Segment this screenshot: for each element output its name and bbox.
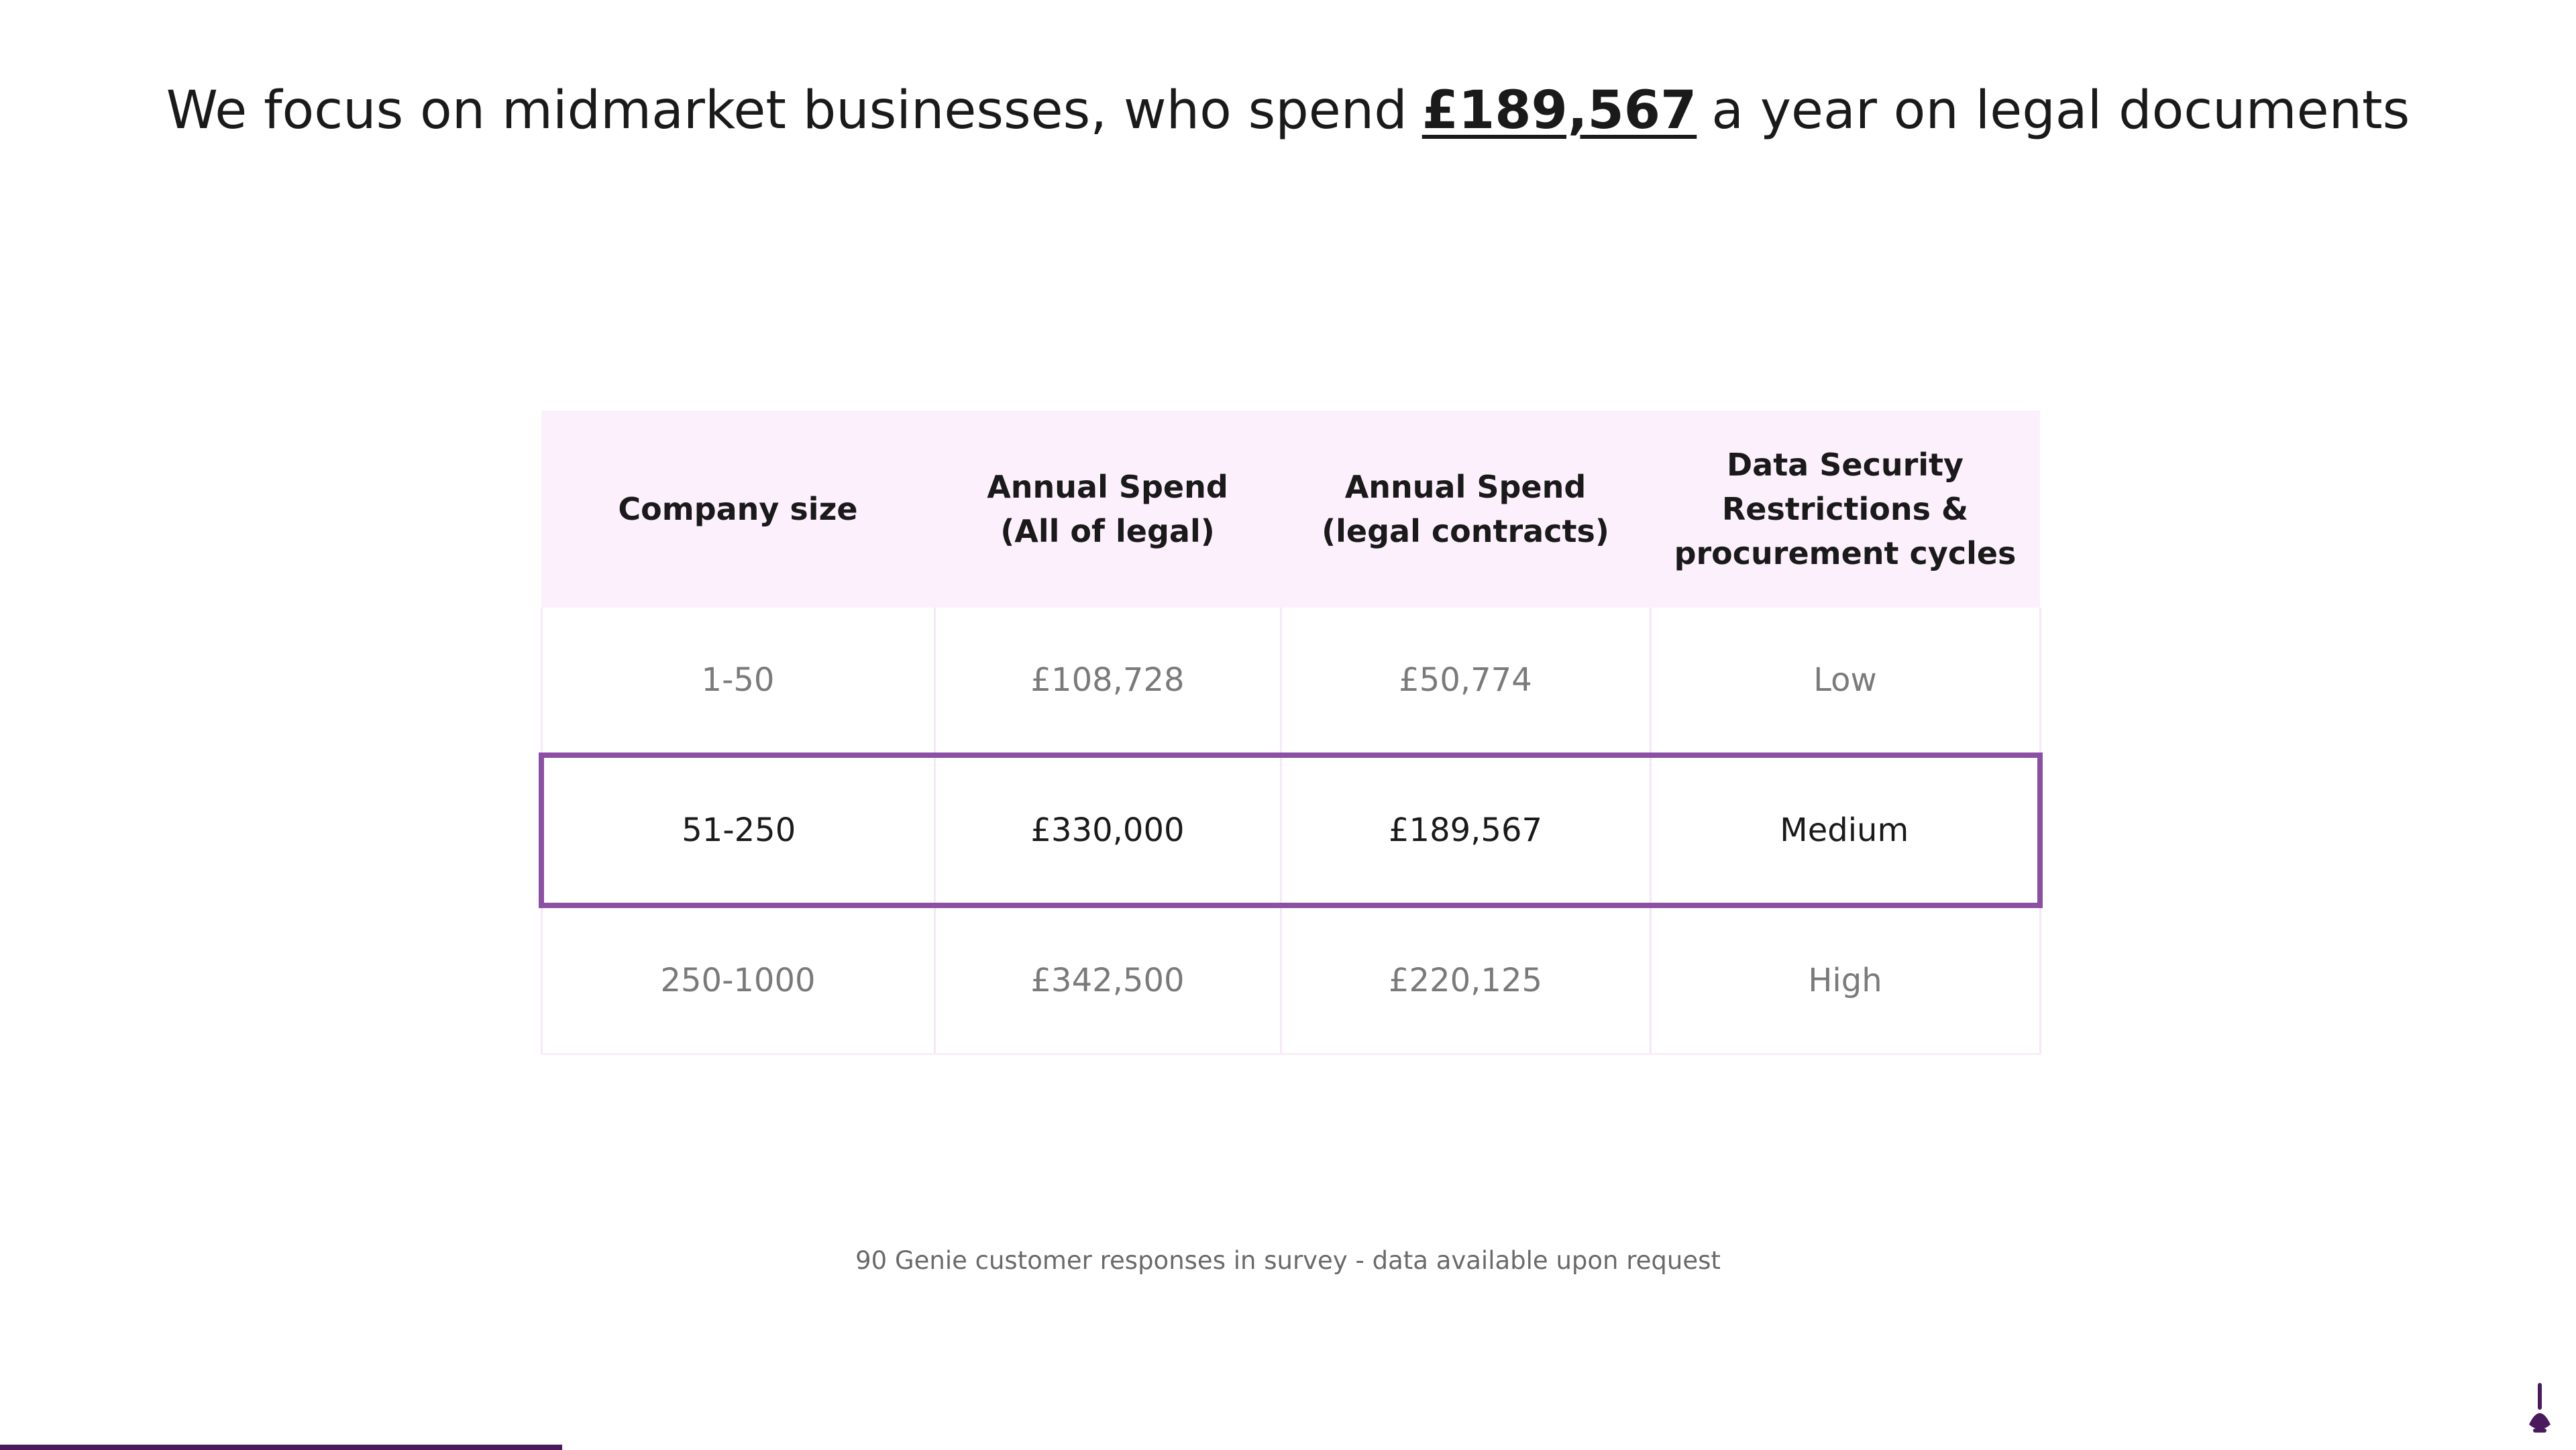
footnote: 90 Genie customer responses in survey - … xyxy=(855,1246,1721,1275)
table-cell: £220,125 xyxy=(1279,905,1652,1055)
table-cell: 51-250 xyxy=(539,752,936,908)
table-cell: £330,000 xyxy=(933,752,1282,908)
spend-table: Company size Annual Spend (All of legal) A… xyxy=(539,410,2043,1055)
table-row: 51-250 £330,000 £189,567 Medium xyxy=(539,752,2043,908)
progress-bar xyxy=(0,1445,562,1450)
column-header: Annual Spend (legal contracts) xyxy=(1281,410,1650,608)
column-header: Annual Spend (All of legal) xyxy=(934,410,1281,608)
table-row: 250-1000 £342,500 £220,125 High xyxy=(540,905,2041,1055)
table-row: 1-50 £108,728 £50,774 Low xyxy=(540,608,2041,757)
title-text: a year on legal documents xyxy=(1711,80,2410,141)
slide-title: We focus on midmarket businesses, who sp… xyxy=(0,80,2576,141)
column-header: Company size xyxy=(541,410,934,608)
table-cell: Medium xyxy=(1649,752,2043,908)
genie-icon xyxy=(2529,1383,2551,1433)
header-row: Company size Annual Spend (All of legal) A… xyxy=(541,410,2040,608)
table-cell: High xyxy=(1649,905,2041,1055)
column-header: Data Security Restrictions & procurement… xyxy=(1650,410,2040,608)
table-cell: 250-1000 xyxy=(540,905,936,1055)
title-emphasis: £189,567 xyxy=(1421,80,1697,141)
table-cell: 1-50 xyxy=(540,608,936,757)
table-cell: £342,500 xyxy=(933,905,1282,1055)
table-cell: Low xyxy=(1649,608,2041,757)
table-cell: £108,728 xyxy=(933,608,1282,757)
table-cell: £50,774 xyxy=(1279,608,1652,757)
title-text: We focus on midmarket businesses, who sp… xyxy=(166,80,1407,141)
table-cell: £189,567 xyxy=(1279,752,1652,908)
